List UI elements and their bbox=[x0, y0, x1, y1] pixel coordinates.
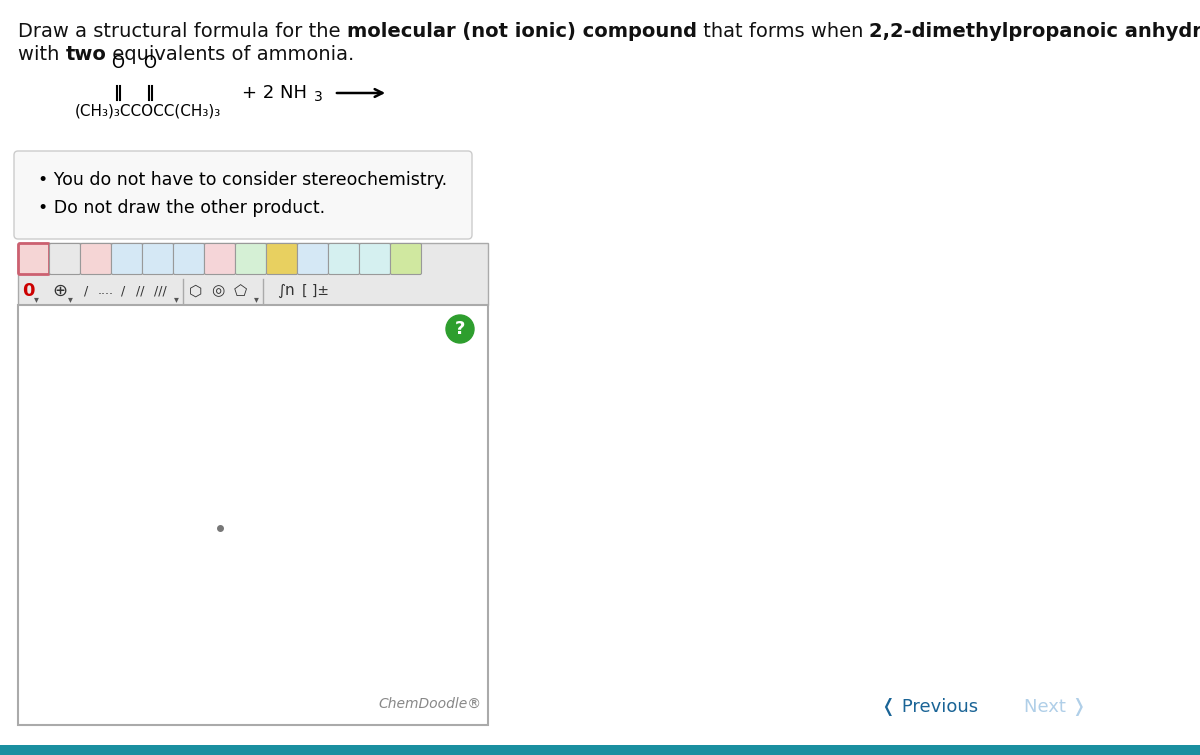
FancyBboxPatch shape bbox=[235, 244, 266, 275]
Text: 3: 3 bbox=[314, 90, 323, 104]
Bar bbox=[0, 745, 1200, 755]
FancyBboxPatch shape bbox=[112, 244, 143, 275]
Text: //: // bbox=[136, 285, 144, 297]
FancyBboxPatch shape bbox=[204, 244, 235, 275]
FancyBboxPatch shape bbox=[298, 244, 329, 275]
FancyBboxPatch shape bbox=[80, 244, 112, 275]
FancyBboxPatch shape bbox=[329, 244, 360, 275]
FancyBboxPatch shape bbox=[14, 151, 472, 239]
Text: ▾: ▾ bbox=[253, 294, 258, 304]
Text: ⬠: ⬠ bbox=[233, 283, 247, 298]
Text: + 2 NH: + 2 NH bbox=[242, 84, 307, 102]
Text: ▾: ▾ bbox=[67, 294, 72, 304]
Text: ///: /// bbox=[154, 285, 167, 297]
FancyBboxPatch shape bbox=[360, 244, 390, 275]
FancyBboxPatch shape bbox=[143, 244, 174, 275]
Text: ChemDoodle®: ChemDoodle® bbox=[379, 697, 482, 711]
Text: O: O bbox=[144, 54, 156, 72]
Text: (CH₃)₃CCOCC(CH₃)₃: (CH₃)₃CCOCC(CH₃)₃ bbox=[74, 104, 221, 119]
Text: ⊕: ⊕ bbox=[53, 282, 67, 300]
Text: 2,2-dimethylpropanoic anhydride: 2,2-dimethylpropanoic anhydride bbox=[869, 22, 1200, 41]
Text: Draw a structural formula for the: Draw a structural formula for the bbox=[18, 22, 347, 41]
Circle shape bbox=[446, 315, 474, 343]
Text: ?: ? bbox=[455, 320, 466, 338]
Text: ▾: ▾ bbox=[174, 294, 179, 304]
Text: molecular (not ionic) compound: molecular (not ionic) compound bbox=[347, 22, 697, 41]
Text: that forms when: that forms when bbox=[697, 22, 869, 41]
Text: ⬡: ⬡ bbox=[190, 283, 203, 298]
Text: ∫n: ∫n bbox=[277, 283, 295, 298]
Text: ◎: ◎ bbox=[211, 283, 224, 298]
Text: /: / bbox=[84, 285, 88, 297]
Text: [ ]±: [ ]± bbox=[302, 284, 330, 298]
Text: Next ❭: Next ❭ bbox=[1024, 698, 1086, 716]
Text: two: two bbox=[66, 45, 107, 64]
Text: O: O bbox=[112, 54, 125, 72]
Text: • You do not have to consider stereochemistry.: • You do not have to consider stereochem… bbox=[38, 171, 448, 189]
FancyBboxPatch shape bbox=[174, 244, 204, 275]
FancyBboxPatch shape bbox=[266, 244, 298, 275]
Text: with: with bbox=[18, 45, 66, 64]
Text: ....: .... bbox=[98, 285, 114, 297]
Text: ▾: ▾ bbox=[34, 294, 38, 304]
Bar bbox=[18, 305, 488, 725]
Text: ❬ Previous: ❬ Previous bbox=[882, 698, 978, 716]
FancyBboxPatch shape bbox=[18, 244, 49, 275]
Bar bbox=[18, 243, 488, 305]
FancyBboxPatch shape bbox=[49, 244, 80, 275]
Text: /: / bbox=[121, 285, 125, 297]
FancyBboxPatch shape bbox=[390, 244, 421, 275]
Text: 0: 0 bbox=[22, 282, 35, 300]
Text: equivalents of ammonia.: equivalents of ammonia. bbox=[107, 45, 355, 64]
Text: • Do not draw the other product.: • Do not draw the other product. bbox=[38, 199, 325, 217]
